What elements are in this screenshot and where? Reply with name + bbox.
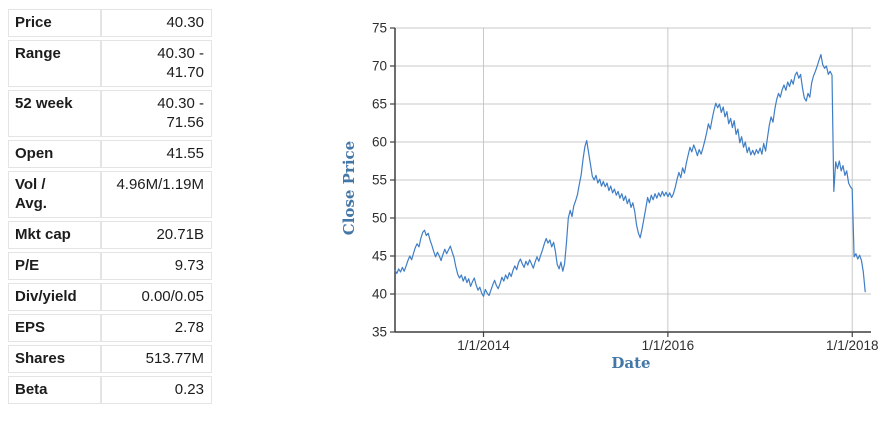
stat-label: Vol / Avg. (8, 171, 101, 218)
stock-stats-table: Price 40.30 Range 40.30 - 41.70 52 week 40.30… (8, 6, 212, 407)
stat-value: 40.30 - 41.70 (101, 40, 212, 87)
y-tick-label: 65 (372, 97, 387, 112)
y-tick-label: 35 (372, 325, 387, 340)
stat-label: Shares (8, 345, 101, 373)
close-price-chart: 35 40 45 50 55 60 65 70 75 1/1/2014 1/1/2016 1/1/20… (340, 0, 888, 417)
stat-label: EPS (8, 314, 101, 342)
stat-row-range: Range 40.30 - 41.70 (8, 40, 212, 87)
stat-row-open: Open 41.55 (8, 140, 212, 168)
stat-label: Mkt cap (8, 221, 101, 249)
stat-value: 9.73 (101, 252, 212, 280)
stat-value: 40.30 (101, 9, 212, 37)
stat-label: Price (8, 9, 101, 37)
x-axis-title: Date (611, 354, 650, 372)
stat-row-52-week: 52 week 40.30 - 71.56 (8, 90, 212, 137)
stat-row-eps: EPS 2.78 (8, 314, 212, 342)
x-tick-label: 1/1/2014 (457, 338, 510, 353)
stat-row-p-e: P/E 9.73 (8, 252, 212, 280)
y-tick-label: 70 (372, 59, 387, 74)
stats-table: Price 40.30 Range 40.30 - 41.70 52 week 40.30… (8, 6, 212, 407)
stat-value: 0.23 (101, 376, 212, 404)
stat-label: Range (8, 40, 101, 87)
stat-value: 20.71B (101, 221, 212, 249)
x-tick-label: 1/1/2016 (642, 338, 695, 353)
stat-row-beta: Beta 0.23 (8, 376, 212, 404)
stat-value: 2.78 (101, 314, 212, 342)
stat-label: 52 week (8, 90, 101, 137)
x-tick-label: 1/1/2018 (826, 338, 879, 353)
stat-row-mkt-cap: Mkt cap 20.71B (8, 221, 212, 249)
stat-value: 41.55 (101, 140, 212, 168)
y-tick-label: 45 (372, 249, 387, 264)
close-price-line (394, 53, 866, 297)
stat-label: P/E (8, 252, 101, 280)
close-price-chart-svg: 35 40 45 50 55 60 65 70 75 1/1/2014 1/1/2016 1/1/20… (340, 21, 879, 373)
stat-label: Div/yield (8, 283, 101, 311)
stat-label: Open (8, 140, 101, 168)
y-tick-label: 75 (372, 21, 387, 36)
stat-label: Beta (8, 376, 101, 404)
stat-row-price: Price 40.30 (8, 9, 212, 37)
y-tick-label: 60 (372, 135, 387, 150)
stat-value: 4.96M/1.19M (101, 171, 212, 218)
stat-row-vol-avg: Vol / Avg. 4.96M/1.19M (8, 171, 212, 218)
stat-value: 513.77M (101, 345, 212, 373)
y-tick-label: 40 (372, 287, 387, 302)
stat-value: 40.30 - 71.56 (101, 90, 212, 137)
stat-value: 0.00/0.05 (101, 283, 212, 311)
y-axis-title: Close Price (340, 141, 358, 235)
y-tick-label: 55 (372, 173, 387, 188)
y-tick-label: 50 (372, 211, 387, 226)
stat-row-shares: Shares 513.77M (8, 345, 212, 373)
stat-row-div-yield: Div/yield 0.00/0.05 (8, 283, 212, 311)
